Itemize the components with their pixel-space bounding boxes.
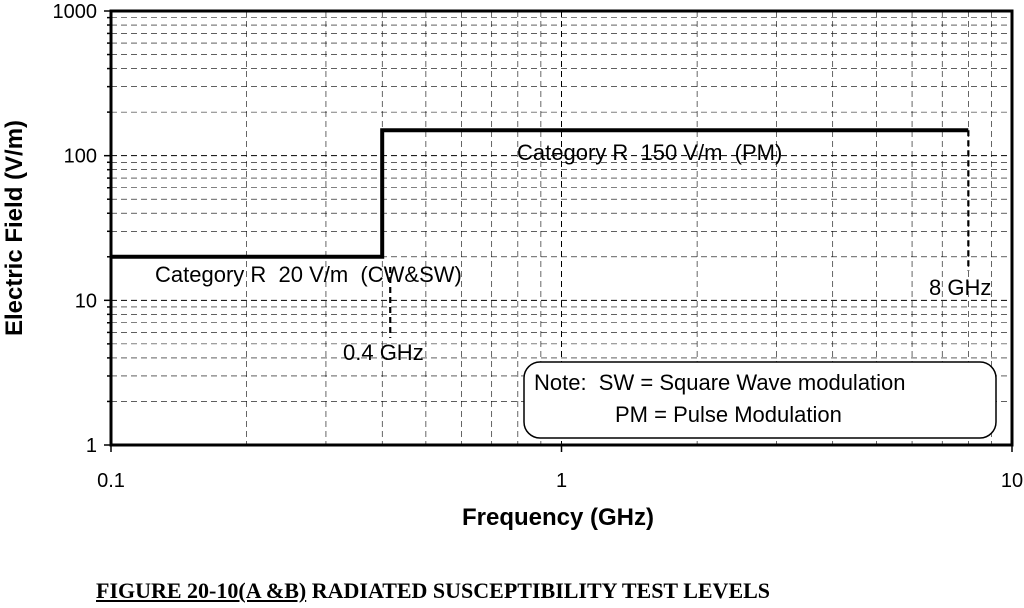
figure-caption: FIGURE 20-10(A &B) RADIATED SUSCEPTIBILI… [96, 578, 976, 604]
marker-label-8-ghz: 8 GHz [929, 275, 991, 300]
x-tick-label: 1 [556, 470, 567, 492]
x-tick-label: 0.1 [97, 470, 125, 492]
note-box-frame [523, 361, 997, 439]
y-tick-label: 10 [75, 290, 97, 312]
y-axis-title: Electric Field (V/m) [1, 120, 28, 336]
y-tick-label: 1 [86, 435, 97, 457]
note-box: Note: SW = Square Wave modulation PM = P… [523, 361, 997, 439]
y-tick-label: 1000 [53, 1, 98, 23]
series-layer [111, 128, 969, 259]
category-r-150-label: Category R 150 V/m (PM) [517, 140, 782, 165]
note-line-1: Note: SW = Square Wave modulation [534, 370, 906, 395]
series-line [111, 128, 969, 259]
category-r-20-label: Category R 20 V/m (CW&SW) [155, 262, 462, 287]
frequency-markers [389, 130, 970, 338]
marker-label-0-4-ghz: 0.4 GHz [343, 340, 424, 365]
note-line-2: PM = Pulse Modulation [615, 402, 842, 427]
figure-caption-title: RADIATED SUSCEPTIBILITY TEST LEVELS [306, 578, 771, 603]
x-axis-title: Frequency (GHz) [462, 504, 654, 531]
figure-caption-number: FIGURE 20-10(A &B) [96, 578, 307, 603]
y-tick-label: 100 [64, 146, 97, 168]
x-tick-label: 10 [1001, 470, 1023, 492]
